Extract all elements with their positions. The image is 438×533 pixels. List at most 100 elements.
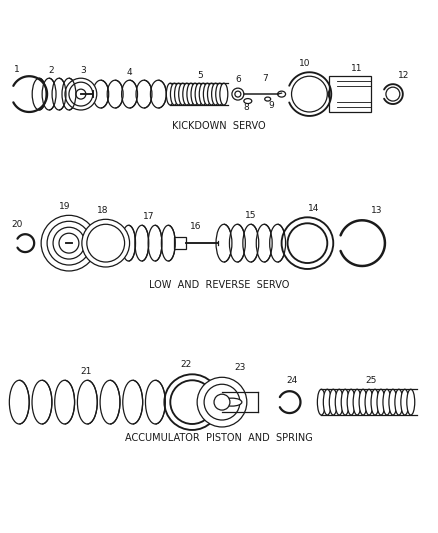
Ellipse shape [232, 88, 244, 100]
Ellipse shape [347, 389, 355, 415]
Ellipse shape [395, 389, 403, 415]
Ellipse shape [65, 78, 97, 110]
Ellipse shape [41, 215, 97, 271]
Ellipse shape [256, 224, 272, 262]
Ellipse shape [216, 83, 224, 105]
Ellipse shape [377, 389, 385, 415]
Text: KICKDOWN  SERVO: KICKDOWN SERVO [172, 121, 266, 131]
Ellipse shape [323, 389, 331, 415]
Text: 2: 2 [48, 66, 54, 75]
Ellipse shape [187, 83, 195, 105]
Ellipse shape [183, 83, 191, 105]
Ellipse shape [148, 225, 162, 261]
Ellipse shape [341, 389, 349, 415]
Ellipse shape [208, 83, 215, 105]
Ellipse shape [365, 389, 373, 415]
Ellipse shape [371, 389, 379, 415]
Ellipse shape [191, 83, 199, 105]
Text: 21: 21 [80, 367, 92, 376]
Text: 8: 8 [243, 103, 249, 112]
Ellipse shape [359, 389, 367, 415]
Ellipse shape [166, 83, 174, 105]
Ellipse shape [265, 97, 271, 101]
Ellipse shape [199, 83, 207, 105]
Ellipse shape [401, 389, 409, 415]
Text: 16: 16 [191, 222, 202, 231]
Ellipse shape [235, 91, 241, 97]
Bar [174, 237, 186, 249]
Text: 7: 7 [262, 74, 268, 83]
Text: 15: 15 [245, 211, 257, 220]
Ellipse shape [195, 83, 203, 105]
Ellipse shape [170, 380, 214, 424]
Ellipse shape [107, 80, 123, 108]
Ellipse shape [212, 83, 219, 105]
Ellipse shape [9, 380, 29, 424]
Ellipse shape [42, 78, 56, 110]
Ellipse shape [288, 223, 327, 263]
Ellipse shape [270, 224, 286, 262]
Text: 25: 25 [365, 376, 377, 385]
Ellipse shape [150, 80, 166, 108]
Text: 9: 9 [269, 101, 275, 110]
Ellipse shape [47, 221, 91, 265]
Ellipse shape [53, 227, 85, 259]
Ellipse shape [55, 380, 74, 424]
Ellipse shape [353, 389, 361, 415]
Ellipse shape [214, 394, 230, 410]
Ellipse shape [389, 389, 397, 415]
Text: 13: 13 [371, 206, 383, 215]
Text: 10: 10 [299, 59, 310, 68]
Text: 20: 20 [11, 220, 23, 229]
Bar [329, 76, 371, 112]
Ellipse shape [383, 389, 391, 415]
Text: 23: 23 [234, 364, 246, 373]
Ellipse shape [122, 225, 135, 261]
Ellipse shape [282, 217, 333, 269]
Ellipse shape [100, 380, 120, 424]
Text: 22: 22 [180, 360, 192, 369]
Text: 12: 12 [398, 71, 410, 80]
Ellipse shape [203, 83, 211, 105]
Text: 1: 1 [14, 65, 20, 74]
Ellipse shape [318, 389, 325, 415]
Ellipse shape [278, 91, 286, 97]
Text: ACCUMULATOR  PISTON  AND  SPRING: ACCUMULATOR PISTON AND SPRING [125, 433, 313, 443]
Ellipse shape [244, 99, 252, 103]
Text: 14: 14 [308, 204, 319, 213]
Ellipse shape [76, 89, 86, 99]
Text: 19: 19 [59, 203, 71, 212]
Ellipse shape [82, 219, 130, 267]
Ellipse shape [136, 80, 152, 108]
Ellipse shape [230, 224, 245, 262]
Ellipse shape [32, 78, 46, 110]
Ellipse shape [62, 78, 76, 110]
Text: 18: 18 [97, 206, 109, 215]
Text: LOW  AND  REVERSE  SERVO: LOW AND REVERSE SERVO [149, 280, 289, 290]
Ellipse shape [222, 398, 242, 406]
Ellipse shape [59, 233, 79, 253]
Text: 24: 24 [286, 376, 297, 385]
Ellipse shape [69, 82, 93, 106]
Ellipse shape [328, 85, 346, 103]
Ellipse shape [329, 389, 337, 415]
Ellipse shape [145, 380, 165, 424]
Ellipse shape [87, 224, 124, 262]
Ellipse shape [93, 80, 109, 108]
Ellipse shape [197, 377, 247, 427]
Text: 3: 3 [80, 66, 86, 75]
Ellipse shape [52, 78, 66, 110]
Ellipse shape [407, 389, 415, 415]
Ellipse shape [32, 380, 52, 424]
Ellipse shape [243, 224, 259, 262]
Ellipse shape [331, 88, 343, 100]
Ellipse shape [335, 389, 343, 415]
Text: 17: 17 [143, 212, 154, 221]
Ellipse shape [78, 380, 97, 424]
Ellipse shape [175, 83, 183, 105]
Text: 11: 11 [351, 64, 363, 73]
Ellipse shape [123, 380, 143, 424]
Ellipse shape [204, 384, 240, 420]
Ellipse shape [164, 374, 220, 430]
Ellipse shape [179, 83, 187, 105]
